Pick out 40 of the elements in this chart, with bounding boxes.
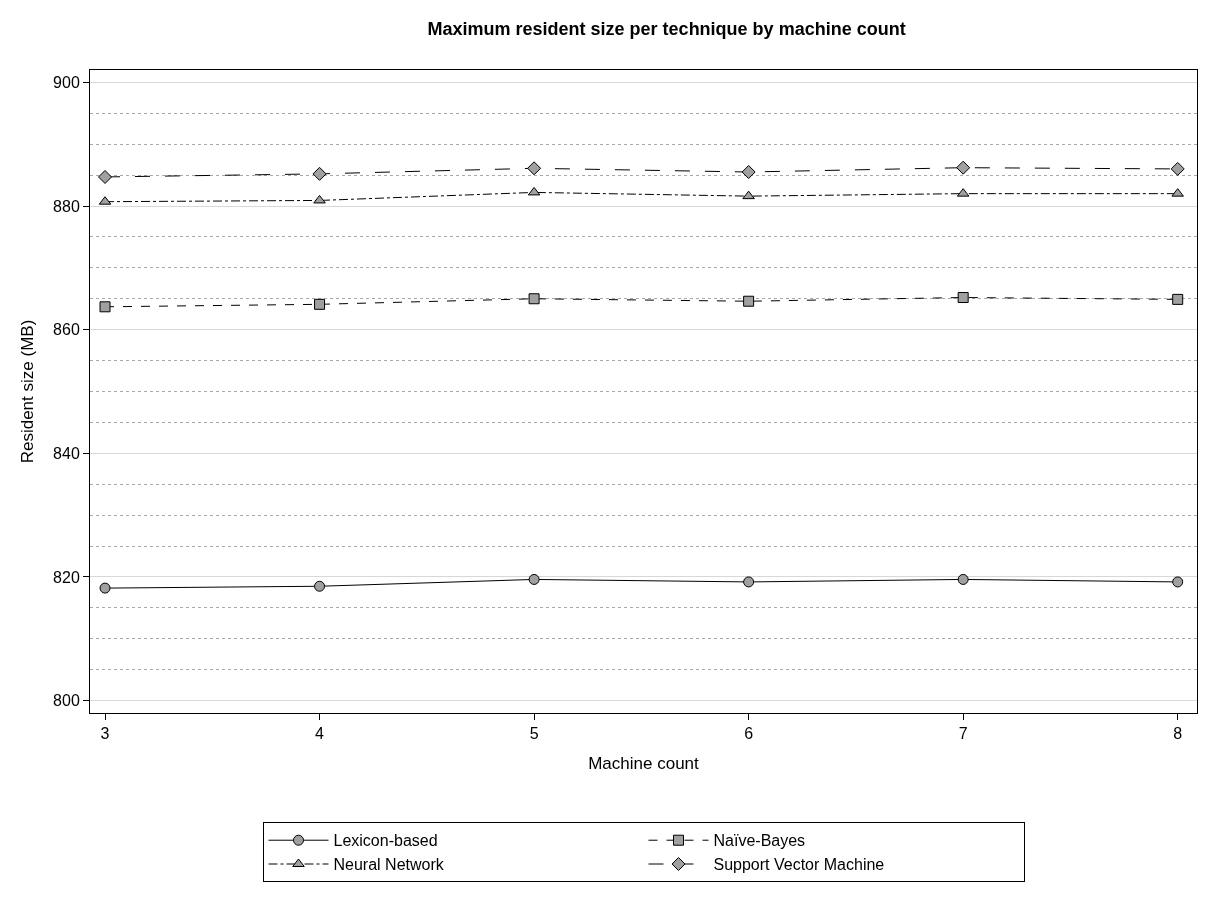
x-tick-label: 6 — [744, 725, 754, 743]
x-axis-title: Machine count — [588, 753, 700, 773]
point — [312, 166, 327, 181]
legend-label: Neural Network — [333, 856, 445, 874]
point — [741, 165, 756, 180]
point — [1172, 293, 1184, 305]
y-axis-title: Resident size (MB) — [17, 319, 37, 464]
x-tick-label: 7 — [958, 725, 968, 743]
point — [528, 573, 540, 585]
y-tick-label: 900 — [53, 73, 80, 91]
point — [313, 194, 326, 204]
legend-label: Naïve-Bayes — [713, 832, 806, 850]
point — [98, 169, 113, 184]
y-tick-label: 880 — [53, 197, 80, 215]
point — [314, 580, 326, 592]
point — [99, 582, 111, 594]
point — [957, 573, 969, 585]
y-tick-label: 860 — [53, 321, 80, 339]
y-tick-label: 800 — [53, 692, 80, 710]
point — [528, 293, 540, 305]
point — [314, 298, 326, 310]
x-tick-label: 5 — [529, 725, 539, 743]
point — [742, 190, 755, 200]
y-tick-label: 840 — [53, 444, 80, 462]
point — [743, 295, 755, 307]
point — [1170, 161, 1185, 176]
y-tick-label: 820 — [53, 568, 80, 586]
legend-label: Support Vector Machine — [713, 856, 885, 874]
chart-title: Maximum resident size per technique by machine count — [427, 19, 906, 40]
legend-label: Lexicon-based — [333, 832, 438, 850]
point — [527, 186, 541, 196]
point — [99, 301, 111, 313]
point — [956, 160, 971, 175]
point — [957, 292, 969, 304]
point — [527, 161, 542, 176]
x-tick-label: 3 — [100, 725, 110, 743]
point — [1172, 576, 1184, 588]
x-tick-label: 8 — [1173, 725, 1183, 743]
x-tick-label: 4 — [315, 725, 325, 743]
point — [743, 576, 755, 588]
